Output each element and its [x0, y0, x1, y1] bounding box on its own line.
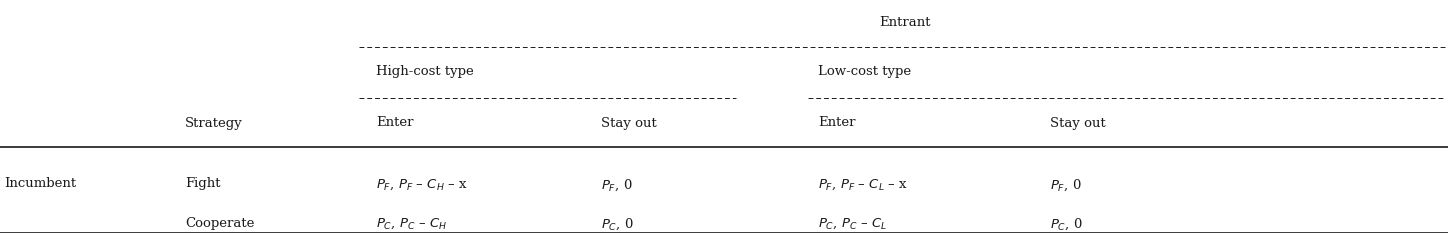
- Text: $P_F$, $P_F$ – $C_H$ – x: $P_F$, $P_F$ – $C_H$ – x: [376, 177, 468, 192]
- Text: Stay out: Stay out: [1050, 116, 1106, 130]
- Text: $P_F$, $P_F$ – $C_L$ – x: $P_F$, $P_F$ – $C_L$ – x: [818, 177, 908, 192]
- Text: $P_C$, 0: $P_C$, 0: [601, 217, 634, 232]
- Text: Low-cost type: Low-cost type: [818, 65, 911, 78]
- Text: High-cost type: High-cost type: [376, 65, 475, 78]
- Text: $P_C$, 0: $P_C$, 0: [1050, 217, 1083, 232]
- Text: Stay out: Stay out: [601, 116, 657, 130]
- Text: Strategy: Strategy: [185, 116, 243, 130]
- Text: Cooperate: Cooperate: [185, 217, 255, 230]
- Text: $P_C$, $P_C$ – $C_L$: $P_C$, $P_C$ – $C_L$: [818, 217, 888, 231]
- Text: $P_F$, 0: $P_F$, 0: [1050, 177, 1082, 192]
- Text: $P_F$, 0: $P_F$, 0: [601, 177, 633, 192]
- Text: Incumbent: Incumbent: [4, 177, 77, 190]
- Text: Fight: Fight: [185, 177, 222, 190]
- Text: $P_C$, $P_C$ – $C_H$: $P_C$, $P_C$ – $C_H$: [376, 217, 447, 231]
- Text: Enter: Enter: [818, 116, 856, 130]
- Text: Entrant: Entrant: [879, 16, 931, 29]
- Text: Enter: Enter: [376, 116, 414, 130]
